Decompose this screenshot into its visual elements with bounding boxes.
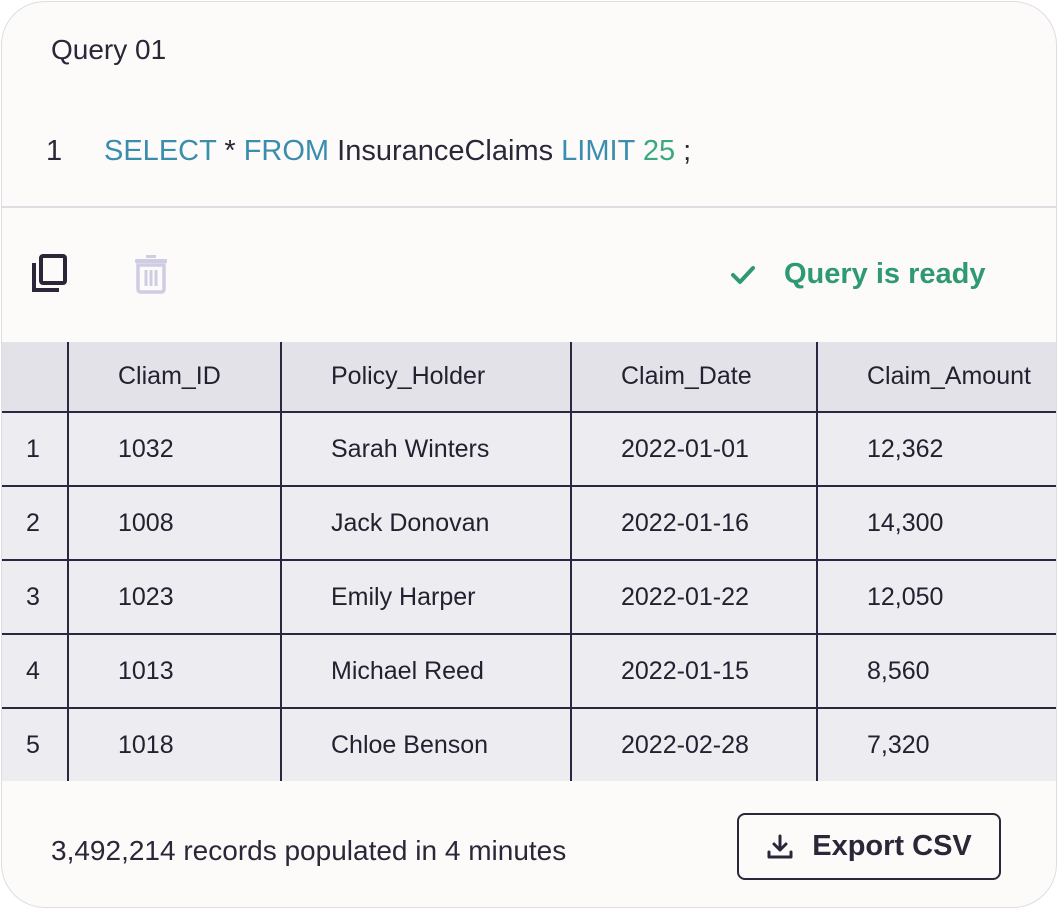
claim-amount-cell: 8,560: [816, 633, 1056, 709]
sql-terminator: ;: [675, 135, 692, 167]
sql-keyword-select: SELECT: [104, 135, 217, 167]
policy-holder-cell: Chloe Benson: [280, 707, 572, 781]
row-number-cell: 1: [2, 411, 69, 487]
download-icon: [767, 834, 793, 858]
row-number-cell: 4: [2, 633, 69, 709]
policy-holder-cell: Sarah Winters: [280, 411, 572, 487]
trash-icon[interactable]: [133, 252, 171, 299]
header-claim-amount[interactable]: Claim_Amount: [816, 342, 1056, 413]
table-row[interactable]: 4 1013 Michael Reed 2022-01-15 8,560: [2, 633, 1056, 709]
results-table: Cliam_ID Policy_Holder Claim_Date Claim_…: [2, 342, 1056, 781]
sql-editor-line[interactable]: 1 SELECT * FROM InsuranceClaims LIMIT 25 …: [46, 135, 691, 168]
policy-holder-cell: Michael Reed: [280, 633, 572, 709]
query-title: Query 01: [51, 34, 167, 65]
check-icon: [731, 265, 755, 284]
row-number-cell: 3: [2, 559, 69, 635]
claim-amount-cell: 12,362: [816, 411, 1056, 487]
table-row[interactable]: 1 1032 Sarah Winters 2022-01-01 12,362: [2, 411, 1056, 487]
export-csv-label: Export CSV: [812, 830, 972, 862]
policy-holder-cell: Emily Harper: [280, 559, 572, 635]
copy-icon[interactable]: [30, 252, 70, 299]
table-row[interactable]: 5 1018 Chloe Benson 2022-02-28 7,320: [2, 707, 1056, 781]
claim-id-cell: 1023: [67, 559, 282, 635]
query-status: Query is ready: [730, 258, 986, 291]
sql-keyword-from: FROM: [243, 135, 330, 167]
sql-keyword-limit: LIMIT: [561, 135, 635, 167]
status-text: Query is ready: [784, 258, 986, 290]
header-claim-date[interactable]: Claim_Date: [570, 342, 818, 413]
row-number-cell: 5: [2, 707, 69, 781]
claim-date-cell: 2022-01-16: [570, 485, 818, 561]
claim-date-cell: 2022-01-01: [570, 411, 818, 487]
claim-id-cell: 1018: [67, 707, 282, 781]
editor-divider: [2, 206, 1056, 208]
line-number: 1: [46, 135, 63, 167]
claim-date-cell: 2022-01-15: [570, 633, 818, 709]
table-row[interactable]: 3 1023 Emily Harper 2022-01-22 12,050: [2, 559, 1056, 635]
claim-id-cell: 1032: [67, 411, 282, 487]
table-header-row: Cliam_ID Policy_Holder Claim_Date Claim_…: [2, 342, 1056, 413]
row-number-cell: 2: [2, 485, 69, 561]
sql-star: *: [216, 135, 244, 167]
header-claim-id[interactable]: Cliam_ID: [67, 342, 282, 413]
claim-id-cell: 1008: [67, 485, 282, 561]
claim-date-cell: 2022-01-22: [570, 559, 818, 635]
header-policy-holder[interactable]: Policy_Holder: [280, 342, 572, 413]
sql-table-name: InsuranceClaims: [329, 135, 562, 167]
claim-amount-cell: 12,050: [816, 559, 1056, 635]
records-summary: 3,492,214 records populated in 4 minutes: [51, 835, 567, 866]
header-row-number: [2, 342, 69, 413]
claim-date-cell: 2022-02-28: [570, 707, 818, 781]
claim-amount-cell: 14,300: [816, 485, 1056, 561]
export-csv-button[interactable]: Export CSV: [737, 813, 1001, 880]
sql-limit-value: 25: [634, 135, 676, 167]
claim-id-cell: 1013: [67, 633, 282, 709]
policy-holder-cell: Jack Donovan: [280, 485, 572, 561]
claim-amount-cell: 7,320: [816, 707, 1056, 781]
table-row[interactable]: 2 1008 Jack Donovan 2022-01-16 14,300: [2, 485, 1056, 561]
